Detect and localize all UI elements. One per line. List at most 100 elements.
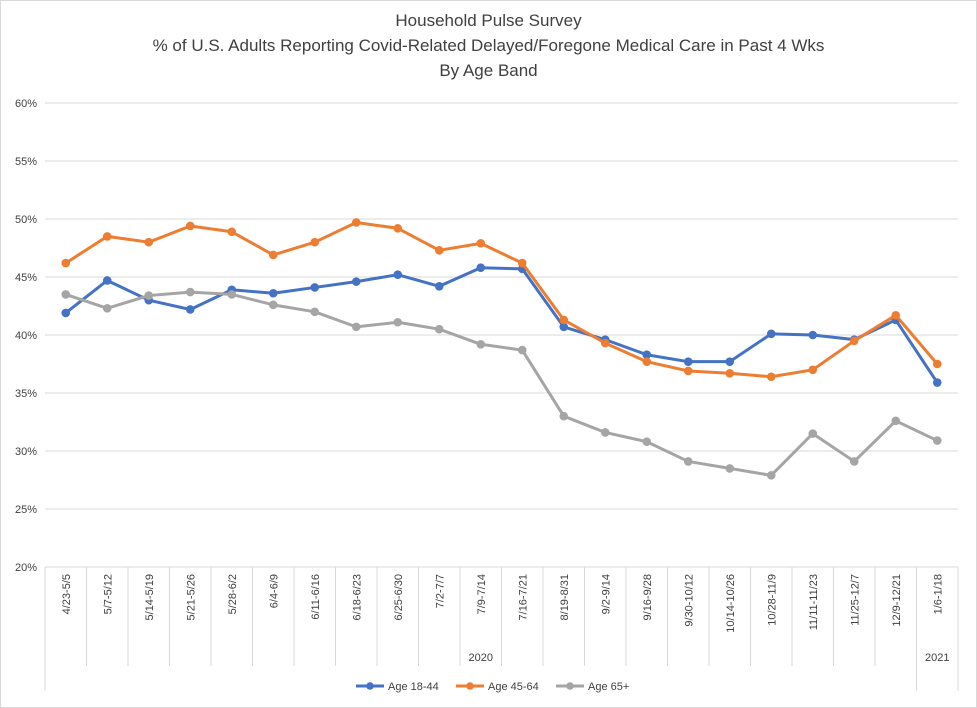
x-tick-label: 11/25-12/7: [849, 574, 861, 626]
x-tick-label: 1/6-1/18: [932, 574, 944, 614]
x-tick-label: 10/28-11/9: [766, 574, 778, 626]
data-point: [683, 366, 693, 376]
data-point: [102, 232, 112, 241]
x-tick-label: 6/11-6/16: [310, 574, 322, 620]
data-point: [102, 304, 112, 313]
data-point: [144, 291, 154, 300]
y-tick-label: 35%: [15, 388, 37, 400]
data-point: [808, 429, 818, 438]
x-tick-label: 4/23-5/5: [61, 574, 73, 614]
data-point: [932, 359, 942, 369]
data-point: [725, 464, 735, 473]
data-point: [476, 339, 486, 349]
legend-item[interactable]: Age 65+: [556, 681, 629, 693]
legend-item[interactable]: Age 45-64: [456, 681, 539, 693]
year-group-label: 2020: [469, 652, 493, 664]
data-point: [227, 290, 237, 299]
x-tick-label: 10/14-10/26: [725, 574, 737, 633]
x-axis: 4/23-5/5 5/7-5/12 5/14-5/19 5/21-5/26 5/28-6…: [44, 567, 959, 691]
data-point: [600, 338, 610, 348]
y-axis: 20% 25% 30% 35% 40% 45% 50% 55% 60%: [15, 98, 37, 574]
y-tick-label: 50%: [15, 214, 37, 226]
data-point: [393, 270, 403, 279]
legend-marker-swatch: [566, 682, 574, 690]
x-tick-label: 8/19-8/31: [559, 574, 571, 620]
x-tick-label: 6/18-6/23: [351, 574, 363, 620]
chart-title-line-2: % of U.S. Adults Reporting Covid-Related…: [153, 36, 825, 55]
data-point: [642, 437, 652, 447]
data-point: [185, 221, 195, 231]
x-tick-label: 9/2-9/14: [600, 574, 612, 614]
data-point: [725, 368, 735, 378]
data-point: [351, 322, 361, 332]
y-tick-label: 20%: [15, 562, 37, 574]
x-tick-label: 5/21-5/26: [185, 574, 197, 620]
data-point: [268, 288, 278, 298]
data-point: [476, 239, 486, 248]
data-point: [61, 308, 71, 318]
data-point: [559, 322, 569, 332]
legend-item[interactable]: Age 18-44: [356, 681, 439, 693]
data-point: [476, 263, 486, 273]
x-tick-label: 7/16-7/21: [517, 574, 529, 620]
x-tick-label: 12/9-12/21: [891, 574, 903, 627]
data-point: [932, 378, 942, 387]
data-point: [517, 345, 527, 355]
x-tick-label: 11/11-11/23: [808, 574, 820, 630]
data-point: [766, 372, 776, 382]
data-point: [61, 290, 71, 299]
data-point: [61, 258, 71, 268]
legend: Age 18-44 Age 45-64 Age 65+: [356, 681, 629, 693]
data-point: [434, 281, 444, 291]
legend-marker-swatch: [466, 682, 474, 690]
data-point: [517, 258, 527, 268]
data-point: [268, 250, 278, 260]
x-tick-label: 9/30-10/12: [683, 574, 695, 627]
data-point: [185, 287, 195, 297]
legend-label: Age 45-64: [488, 681, 539, 693]
data-point: [268, 300, 278, 310]
series-line-2: [64, 220, 939, 379]
data-point: [849, 336, 859, 346]
data-point: [766, 471, 776, 480]
data-point: [351, 218, 361, 227]
data-point: [102, 276, 112, 285]
series-lines: [61, 218, 942, 480]
x-tick-label: 5/7-5/12: [102, 574, 114, 614]
y-tick-label: 40%: [15, 330, 37, 342]
data-point: [808, 365, 818, 375]
data-point: [310, 283, 320, 292]
legend-label: Age 65+: [588, 681, 629, 693]
data-point: [351, 277, 361, 286]
x-tick-label: 7/9-7/14: [476, 574, 488, 614]
data-point: [559, 315, 569, 325]
x-tick-label: 5/28-6/2: [227, 574, 239, 614]
x-tick-label: 6/25-6/30: [393, 574, 405, 620]
chart-title-line-3: By Age Band: [439, 61, 537, 80]
data-point: [227, 227, 237, 237]
data-point: [932, 436, 942, 445]
data-point: [766, 329, 776, 339]
data-point: [683, 357, 693, 366]
x-tick-label: 6/4-6/9: [268, 574, 280, 608]
data-point: [393, 317, 403, 327]
data-point: [849, 457, 859, 466]
x-tick-label: 5/14-5/19: [144, 574, 156, 620]
data-point: [891, 310, 901, 320]
data-point: [310, 307, 320, 317]
data-point: [642, 357, 652, 366]
x-tick-label: 9/16-9/28: [642, 574, 654, 620]
data-point: [683, 457, 693, 466]
legend-marker-swatch: [366, 682, 374, 690]
y-tick-label: 45%: [15, 272, 37, 284]
data-point: [434, 324, 444, 334]
data-point: [725, 357, 735, 366]
legend-label: Age 18-44: [388, 681, 439, 693]
data-point: [185, 305, 195, 314]
data-point: [434, 246, 444, 255]
chart-title: Household Pulse Survey % of U.S. Adults …: [153, 11, 825, 80]
y-tick-label: 60%: [15, 98, 37, 110]
data-point: [393, 223, 403, 233]
